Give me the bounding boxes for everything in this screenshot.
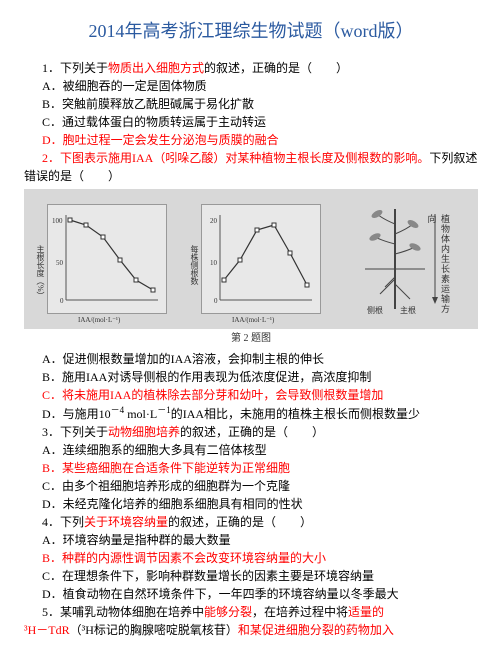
q2-stem-text: 2．下图表示施用IAA（吲哚乙酸）对某种植物主根长度及侧根数的影响。 [24,151,429,165]
plant-diagram: 植物体内生长素运输方向 侧根 主根 [355,199,455,319]
q3-option-d: D．未经克隆化培养的细胞系细胞具有相同的性状 [24,495,478,513]
q4-stem: 4．下列关于环境容纳量的叙述，正确的是（ ） [24,513,478,531]
q5-stem: 5．某哺乳动物体细胞在培养中能够分裂，在培养过程中将适量的 [24,603,478,621]
q2-d-sup: －4 [111,405,125,415]
q3-stem-pre: 3．下列关于 [42,425,108,439]
q1-stem: 1．下列关于物质出入细胞方式的叙述，正确的是（ ） [24,59,478,77]
svg-text:100: 100 [52,217,63,225]
chart-lateral-root: 每株侧根数 20 10 0 IAA/(mol·L⁻¹) [201,204,321,314]
chart1-xlabel: IAA/(mol·L⁻¹) [78,315,120,326]
q5-line2-red2: 和某促进细胞分裂的药物加入 [238,623,394,637]
q3-stem: 3．下列关于动物细胞培养的叙述，正确的是（ ） [24,423,478,441]
q1-stem-pre: 1．下列关于 [42,61,108,75]
q4-option-a: A．环境容纳量是指种群的最大数量 [24,531,478,549]
svg-text:50: 50 [56,259,64,267]
chart2-ylabel: 每株侧根数 [188,245,200,285]
q2-option-b: B．施用IAA对诱导侧根的作用表现为低浓度促进，高浓度抑制 [24,368,478,386]
svg-text:20: 20 [210,217,218,225]
q5-stem-pre: 5．某哺乳动物体细胞在培养中 [42,605,204,619]
q2-d-pre: D．与施用10 [24,407,111,421]
chart1-ylabel: 主根长度（%） [34,245,46,300]
svg-text:10: 10 [210,259,218,267]
q4-stem-pre: 4．下列 [42,515,84,529]
q2-option-a: A．促进侧根数量增加的IAA溶液，会抑制主根的伸长 [24,350,478,368]
q3-option-b: B．某些癌细胞在合适条件下能逆转为正常细胞 [24,459,478,477]
q1-option-c: C．通过载体蛋白的物质转运属于主动转运 [24,113,478,131]
q4-option-b: B．种群的内源性调节因素不会改变环境容纳量的大小 [24,549,478,567]
document-title: 2014年高考浙江理综生物试题（word版） [24,18,478,45]
svg-text:0: 0 [214,297,218,305]
q1-option-a: A．被细胞吞的一定是固体物质 [24,77,478,95]
q1-stem-red: 物质出入细胞方式 [108,61,204,75]
q5-line2-red: ³H－TdR [24,623,70,637]
q1-option-b: B．突触前膜释放乙酰胆碱属于易化扩散 [24,95,478,113]
q2-option-d: D．与施用10－4 mol·L－1的IAA相比，未施用的植株主根长而侧根数量少 [24,404,478,423]
q3-stem-post: 的叙述，正确的是（ ） [180,425,324,439]
q3-option-a: A．连续细胞系的细胞大多具有二倍体核型 [24,441,478,459]
q4-stem-post: 的叙述，正确的是（ ） [168,515,312,529]
chart2-svg: 20 10 0 [202,205,322,315]
q2-d-sup2: －1 [157,405,171,415]
plant-label-lateral: 侧根 [367,305,383,317]
figure-caption: 第 2 题图 [24,331,478,346]
chart-main-root: 主根长度（%） 100 50 0 IAA/(mol·L⁻¹) [47,204,167,314]
q5-red2: 适量的 [348,605,384,619]
q5-red1: 能够分裂 [204,605,252,619]
q3-stem-red: 动物细胞培养 [108,425,180,439]
q2-d-post2: 的IAA相比，未施用的植株主根长而侧根数量少 [171,407,420,421]
q4-stem-red: 关于环境容纳量 [84,515,168,529]
q4-option-c: C．在理想条件下，影响种群数量增长的因素主要是环境容纳量 [24,567,478,585]
plant-label-right: 植物体内生长素运输方向 [424,214,451,319]
q3-option-c: C．由多个祖细胞培养形成的细胞群为一个克隆 [24,477,478,495]
q2-d-post: mol·L [124,407,157,421]
q5-line2: ³H－TdR（³H标记的胸腺嘧啶脱氧核苷）和某促进细胞分裂的药物加入 [24,621,478,639]
svg-text:0: 0 [60,297,64,305]
q4-option-d: D．植食动物在自然环境条件下，一年四季的环境容纳量以冬季最大 [24,585,478,603]
chart2-xlabel: IAA/(mol·L⁻¹) [232,315,274,326]
q5-mid: ，在培养过程中将 [252,605,348,619]
q5-line2-black: （³H标记的胸腺嘧啶脱氧核苷） [70,623,238,637]
chart1-svg: 100 50 0 [48,205,168,315]
q2-option-c: C．将未施用IAA的植株除去部分芽和幼叶，会导致侧根数量增加 [24,386,478,404]
q1-option-d: D．胞吐过程一定会发生分泌泡与质膜的融合 [24,131,478,149]
plant-label-main: 主根 [400,305,416,317]
q2-stem: 2．下图表示施用IAA（吲哚乙酸）对某种植物主根长度及侧根数的影响。下列叙述错误… [24,149,478,185]
q1-stem-post: 的叙述，正确的是（ ） [204,61,348,75]
q4-d-text: D．植食动物在自然环境条件下，一年四季的环境容纳量以冬季最大 [24,587,399,601]
figure-q2: 主根长度（%） 100 50 0 IAA/(mol·L⁻¹) 每株侧根数 20 … [24,189,478,329]
